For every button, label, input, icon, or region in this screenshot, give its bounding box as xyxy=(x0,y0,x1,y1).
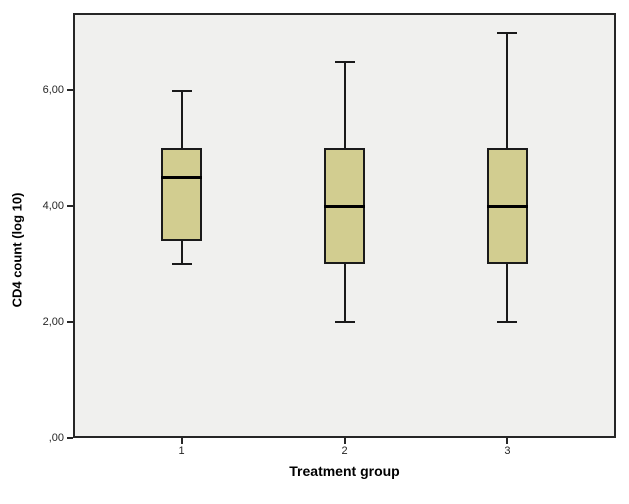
whisker-upper-cap-1 xyxy=(171,90,192,93)
whisker-upper-cap-3 xyxy=(497,32,518,35)
x-tick-mark-0 xyxy=(180,438,183,444)
x-tick-label-2: 3 xyxy=(504,445,511,457)
median-group-1 xyxy=(161,175,203,179)
whisker-upper-line-1 xyxy=(180,90,183,149)
whisker-lower-line-1 xyxy=(180,240,183,265)
whisker-lower-cap-1 xyxy=(171,263,192,266)
whisker-lower-line-3 xyxy=(506,264,509,323)
whisker-lower-line-2 xyxy=(343,264,346,323)
x-tick-mark-2 xyxy=(506,438,509,444)
whisker-upper-line-2 xyxy=(343,61,346,149)
y-tick-label-2: 4,00 xyxy=(42,200,64,213)
whisker-lower-cap-3 xyxy=(497,321,518,324)
whisker-upper-line-3 xyxy=(506,32,509,149)
x-tick-label-1: 2 xyxy=(341,445,348,457)
x-tick-label-0: 1 xyxy=(178,445,185,457)
whisker-upper-cap-2 xyxy=(334,61,355,64)
y-tick-mark-1 xyxy=(67,321,73,324)
y-tick-label-0: ,00 xyxy=(48,432,64,444)
x-tick-mark-1 xyxy=(343,438,346,444)
whisker-lower-cap-2 xyxy=(334,321,355,324)
y-tick-mark-0 xyxy=(67,437,73,439)
y-tick-label-1: 2,00 xyxy=(42,316,64,329)
y-tick-mark-2 xyxy=(67,205,73,208)
median-group-3 xyxy=(486,204,528,208)
y-tick-label-3: 6,00 xyxy=(42,84,64,97)
x-axis-title: Treatment group xyxy=(289,463,400,479)
y-tick-mark-3 xyxy=(67,89,73,92)
box-group-1 xyxy=(161,148,203,241)
median-group-2 xyxy=(324,204,365,208)
